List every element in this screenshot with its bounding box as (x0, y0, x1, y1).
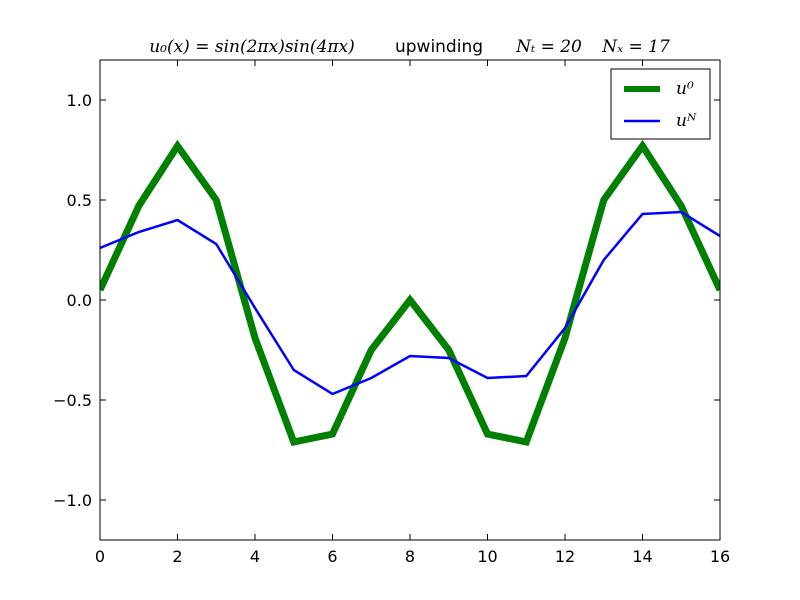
chart-title-nt: Nₜ = 20 (515, 37, 582, 57)
series-line-uN (100, 210, 720, 396)
y-tick-label: 1.0 (67, 91, 92, 110)
x-tick-label: 8 (405, 547, 415, 566)
series-layer (100, 139, 720, 447)
x-tick-label: 12 (555, 547, 575, 566)
y-tick-labels: 1.0 0.5 0.0 −0.5 −1.0 (53, 91, 92, 510)
x-tick-label: 16 (710, 547, 730, 566)
y-tick-label: −1.0 (53, 491, 92, 510)
x-tick-label: 2 (172, 547, 182, 566)
chart-title-formula: u₀(x) = sin(2πx)sin(4πx) (149, 37, 355, 57)
y-tick-label: 0.0 (67, 291, 92, 310)
legend-box (610, 68, 711, 140)
axis-ticks (99, 60, 721, 540)
legend-label-u0: u⁰ (676, 79, 694, 99)
legend: u⁰ uᴺ (610, 68, 711, 140)
x-tick-labels: 0 2 4 6 8 10 12 14 16 (95, 547, 730, 566)
y-tick-label: 0.5 (67, 191, 92, 210)
chart-title-nx: Nₓ = 17 (601, 37, 670, 57)
x-tick-label: 6 (327, 547, 337, 566)
x-tick-label: 14 (632, 547, 652, 566)
y-tick-label: −0.5 (53, 391, 92, 410)
x-tick-label: 0 (95, 547, 105, 566)
legend-label-uN: uᴺ (676, 111, 697, 131)
x-tick-label: 10 (477, 547, 497, 566)
x-tick-label: 4 (250, 547, 260, 566)
chart-title-method: upwinding (395, 37, 483, 57)
series-line-u0 (100, 139, 720, 447)
